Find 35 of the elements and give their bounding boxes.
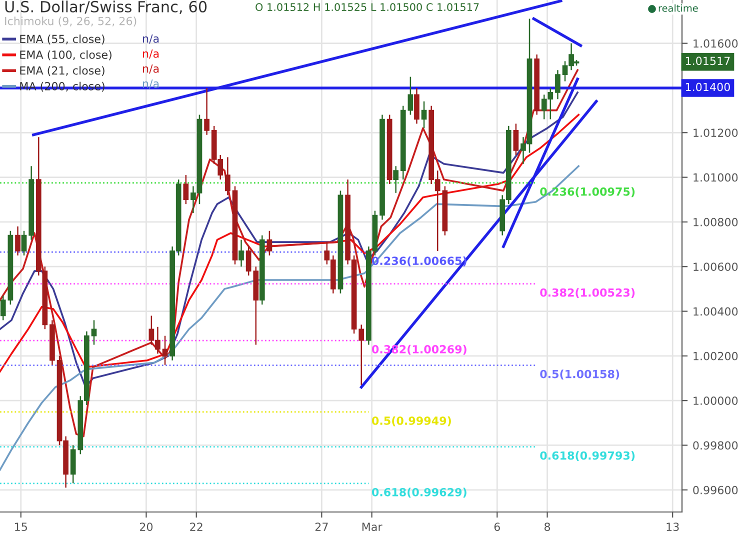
annotation: n/a — [143, 64, 159, 74]
y-tick-label: 0.99800 — [693, 441, 738, 450]
annotation: Ichimoku (9, 26, 52, 26) — [5, 16, 136, 27]
x-tick-label: 22 — [190, 522, 202, 531]
x-tick-label: 20 — [140, 522, 153, 532]
series-label: 0.618(0.99793) — [540, 451, 635, 462]
chart-title: U.S. Dollar/Swiss Franc, 60 — [5, 0, 207, 14]
text: 1.01517 — [686, 56, 730, 66]
y-tick-label: 1.00000 — [694, 396, 738, 405]
annotation: n/a — [143, 34, 159, 44]
x-tick-label: 27 — [315, 522, 328, 531]
series-label: 0.5(0.99949) — [372, 416, 451, 426]
y-tick-label: 0.99600 — [693, 486, 738, 494]
series-label: 0.618(0.99629) — [372, 488, 466, 498]
y-tick-label: 1.00200 — [694, 352, 738, 360]
legend-label: EMA (21, close) — [20, 66, 104, 76]
series-label: 0.5(1.00158) — [540, 370, 620, 380]
annotation: n/a — [143, 50, 159, 59]
y-tick-label: 1.00600 — [694, 262, 738, 271]
y-tick-label: 1.00400 — [694, 307, 738, 316]
annotation: realtime — [658, 4, 698, 12]
x-tick-label: 8 — [544, 522, 550, 532]
ref-line-label: 1.01400 — [686, 82, 730, 92]
y-tick-label: 1.00800 — [694, 218, 738, 226]
x-tick-label: 6 — [494, 522, 500, 532]
y-tick-label: 1.01000 — [694, 173, 738, 182]
legend-label: EMA (55, close) — [20, 34, 104, 44]
legend-label: EMA (100, close) — [20, 50, 112, 60]
x-tick-label: 13 — [666, 522, 679, 532]
x-tick-label: Mar — [362, 522, 382, 532]
x-tick-label: 15 — [15, 522, 27, 532]
y-tick-label: 1.01600 — [694, 39, 738, 48]
annotation: O 1.01512 H 1.01525 L 1.01500 C 1.01517 — [256, 3, 479, 12]
y-tick-label: 1.01200 — [694, 128, 738, 138]
series-label: 0.382(1.00523) — [540, 288, 635, 298]
